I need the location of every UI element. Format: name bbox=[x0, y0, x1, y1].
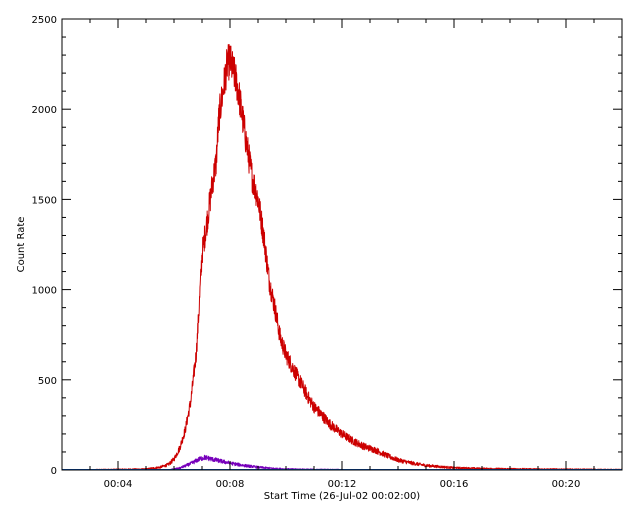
x-axis-title: Start Time (26-Jul-02 00:02:00) bbox=[264, 491, 421, 502]
x-axis-minor-ticks bbox=[61, 19, 623, 470]
y-tick-label: 2500 bbox=[32, 15, 57, 26]
x-tick-label: 00:04 bbox=[104, 479, 133, 490]
x-tick-label: 00:20 bbox=[552, 479, 581, 490]
x-axis-ticks: 00:04 00:08 00:12 00:16 00:20 bbox=[104, 19, 581, 490]
y-axis-minor-ticks bbox=[62, 36, 622, 453]
y-tick-label: 1500 bbox=[32, 195, 57, 206]
y-tick-label: 1000 bbox=[32, 286, 57, 297]
x-tick-label: 00:12 bbox=[328, 479, 357, 490]
series-line-1 bbox=[61, 44, 623, 471]
y-tick-label: 500 bbox=[38, 376, 57, 387]
y-axis-title: Count Rate bbox=[16, 217, 27, 273]
x-tick-label: 00:08 bbox=[216, 479, 245, 490]
y-tick-label: 2000 bbox=[32, 105, 57, 116]
y-tick-label: 0 bbox=[51, 466, 57, 477]
x-tick-label: 00:16 bbox=[440, 479, 469, 490]
y-axis-ticks: 0 500 1000 1500 2000 2500 bbox=[32, 15, 622, 477]
